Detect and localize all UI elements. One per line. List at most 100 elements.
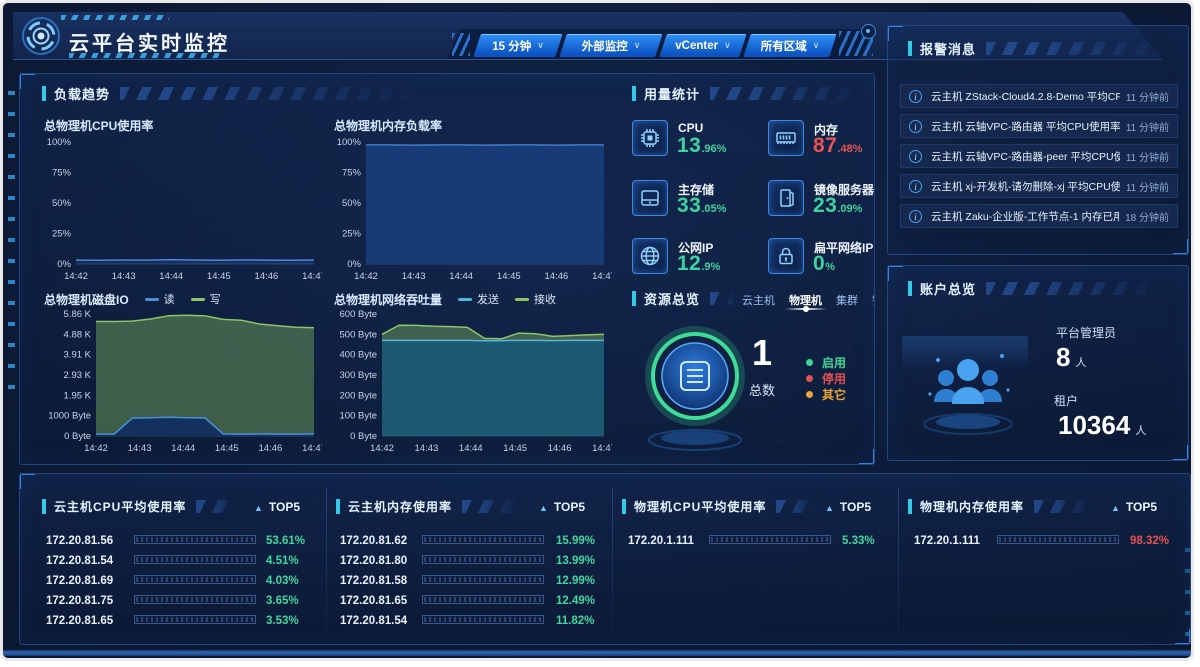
cpu-usage-chart: 0% 25% 50% 75% 100% 14:42 14:43 14:44 14:45 14:46… xyxy=(47,137,322,282)
section-accounts: 账户总览 xyxy=(908,280,1166,297)
section-resource-overview: 资源总览 xyxy=(632,290,736,307)
svg-text:14:44: 14:44 xyxy=(459,443,483,454)
info-icon: i xyxy=(909,179,922,193)
row-ip: 172.20.1.111 xyxy=(914,535,980,547)
svg-text:0 Byte: 0 Byte xyxy=(350,431,377,442)
filter-region[interactable]: 所有区域 ∨ xyxy=(743,34,837,57)
tab-image[interactable]: 镜像 xyxy=(872,292,874,308)
alarm-time: 11 分钟前 xyxy=(1125,122,1169,134)
svg-text:14:43: 14:43 xyxy=(128,443,152,454)
left-edge-decor xyxy=(8,91,15,401)
chart-title: 总物理机CPU使用率 xyxy=(44,118,154,133)
bar-track xyxy=(136,557,254,562)
svg-text:25%: 25% xyxy=(52,229,72,240)
cpu-icon xyxy=(632,120,668,156)
admin-label: 平台管理员 xyxy=(1056,326,1117,340)
filter-time-range[interactable]: 15 分钟 ∨ xyxy=(473,34,563,57)
alarm-item[interactable]: i 云主机 云轴VPC-路由器-peer 平均CPU使用率≥80% 11 分钟前 xyxy=(900,144,1178,168)
chart-title: 总物理机网络吞吐量 xyxy=(334,292,443,307)
row-ip: 172.20.81.65 xyxy=(46,615,114,627)
section-hatch-decor xyxy=(986,41,1166,55)
svg-text:14:43: 14:43 xyxy=(415,443,439,454)
top5-tag: ▲ TOP5 xyxy=(1111,500,1157,514)
row-percent: 11.82% xyxy=(556,615,595,627)
top5-label: TOP5 xyxy=(268,500,301,514)
filter-monitor-source[interactable]: 外部监控 ∨ xyxy=(559,34,663,57)
section-title: 资源总览 xyxy=(644,291,701,307)
usage-bar xyxy=(422,615,544,624)
section-title: 物理机内存使用率 xyxy=(920,499,1025,514)
section-title: 云主机CPU平均使用率 xyxy=(54,499,187,514)
filter-vcenter-label: vCenter xyxy=(675,39,719,52)
row-ip: 172.20.81.75 xyxy=(46,595,114,607)
alarm-text: 云主机 Zaku-企业版-工作节点-1 内存已用百分比(需安... xyxy=(931,210,1119,223)
svg-text:0 Byte: 0 Byte xyxy=(64,431,91,442)
alarm-time: 11 分钟前 xyxy=(1125,152,1169,164)
stat-image-server: 镜像服务器 23.09% xyxy=(768,180,874,224)
svg-text:14:44: 14:44 xyxy=(159,271,183,282)
filter-time-label: 15 分钟 xyxy=(492,40,532,53)
tenant-count: 10364 xyxy=(1058,410,1131,440)
usage-bar xyxy=(422,595,544,604)
row-percent: 13.99% xyxy=(556,555,596,567)
users-icon xyxy=(923,354,1013,435)
alarm-item[interactable]: i 云主机 云轴VPC-路由器 平均CPU使用率≥80% 11 分钟前 xyxy=(900,114,1178,138)
svg-text:14:42: 14:42 xyxy=(370,443,394,454)
row-percent: 3.53% xyxy=(266,615,299,627)
svg-text:100%: 100% xyxy=(337,137,362,148)
main-panel: 负载趋势 总物理机CPU使用率 0% 25% 50% 75% 100% 14:42 14:4… xyxy=(19,73,875,465)
section-load-trends: 负载趋势 xyxy=(42,85,422,102)
top5-tag: ▲ TOP5 xyxy=(254,500,300,514)
section-accent-bar xyxy=(42,85,46,101)
row-percent: 15.99% xyxy=(556,535,596,547)
legend-write: 写 xyxy=(190,291,221,307)
row-ip: 172.20.81.58 xyxy=(340,575,408,587)
stat-label: 内存 xyxy=(814,123,839,137)
bar-track xyxy=(424,557,542,562)
stat-value: 87 xyxy=(813,134,838,157)
triangle-up-icon: ▲ xyxy=(539,503,548,513)
row-ip: 172.20.81.56 xyxy=(46,535,114,547)
memory-icon xyxy=(768,120,804,156)
filter-vcenter[interactable]: vCenter ∨ xyxy=(659,34,747,57)
usage-bar xyxy=(422,535,544,544)
legend-send: 发送 xyxy=(458,291,499,307)
triangle-up-icon: ▲ xyxy=(1111,503,1120,513)
stat-public-ip: 公网IP 12.9% xyxy=(632,238,764,282)
triangle-up-icon: ▲ xyxy=(825,503,834,513)
stat-value: 33 xyxy=(677,194,702,217)
legend-label: 读 xyxy=(163,294,175,306)
section-accent-bar xyxy=(632,85,636,101)
row-percent: 98.32% xyxy=(1130,535,1170,547)
svg-text:14:47: 14:47 xyxy=(302,271,322,282)
alarm-text: 云主机 ZStack-Cloud4.2.8-Demo 平均CPU使用率≥8... xyxy=(931,90,1120,103)
row-percent: 4.03% xyxy=(266,575,299,587)
svg-text:14:45: 14:45 xyxy=(503,443,527,454)
stat-label: CPU xyxy=(678,121,704,135)
row-ip: 172.20.1.111 xyxy=(628,535,694,547)
svg-text:14:46: 14:46 xyxy=(545,271,569,282)
chevron-down-icon: ∨ xyxy=(537,40,544,50)
usage-bar xyxy=(422,555,544,564)
alarm-time: 11 分钟前 xyxy=(1125,92,1169,104)
legend-read: 读 xyxy=(144,291,175,307)
resource-total: 1 总数 xyxy=(732,335,792,399)
alarm-item[interactable]: i 云主机 Zaku-企业版-工作节点-1 内存已用百分比(需安... 18 分… xyxy=(900,204,1178,228)
svg-text:14:45: 14:45 xyxy=(215,443,239,454)
tab-vm[interactable]: 云主机 xyxy=(742,295,775,307)
tab-cluster[interactable]: 集群 xyxy=(836,295,858,307)
svg-text:50%: 50% xyxy=(52,198,72,209)
alarm-item[interactable]: i 云主机 xj-开发机-请勿删除-xj 平均CPU使用率≥80% 11 分钟前 xyxy=(900,174,1178,198)
svg-text:14:46: 14:46 xyxy=(255,271,279,282)
svg-text:14:45: 14:45 xyxy=(497,271,521,282)
section-hatch-decor xyxy=(462,499,520,513)
section-alarms: 报警消息 xyxy=(908,40,1166,57)
tab-physical-host[interactable]: 物理机 xyxy=(789,295,822,307)
svg-text:0%: 0% xyxy=(347,259,361,270)
row-ip: 172.20.81.80 xyxy=(340,555,408,567)
top5-label: TOP5 xyxy=(1125,500,1158,514)
title-decor-top xyxy=(61,15,169,20)
section-accent-bar xyxy=(908,40,912,56)
alarm-item[interactable]: i 云主机 ZStack-Cloud4.2.8-Demo 平均CPU使用率≥8.… xyxy=(900,84,1178,108)
